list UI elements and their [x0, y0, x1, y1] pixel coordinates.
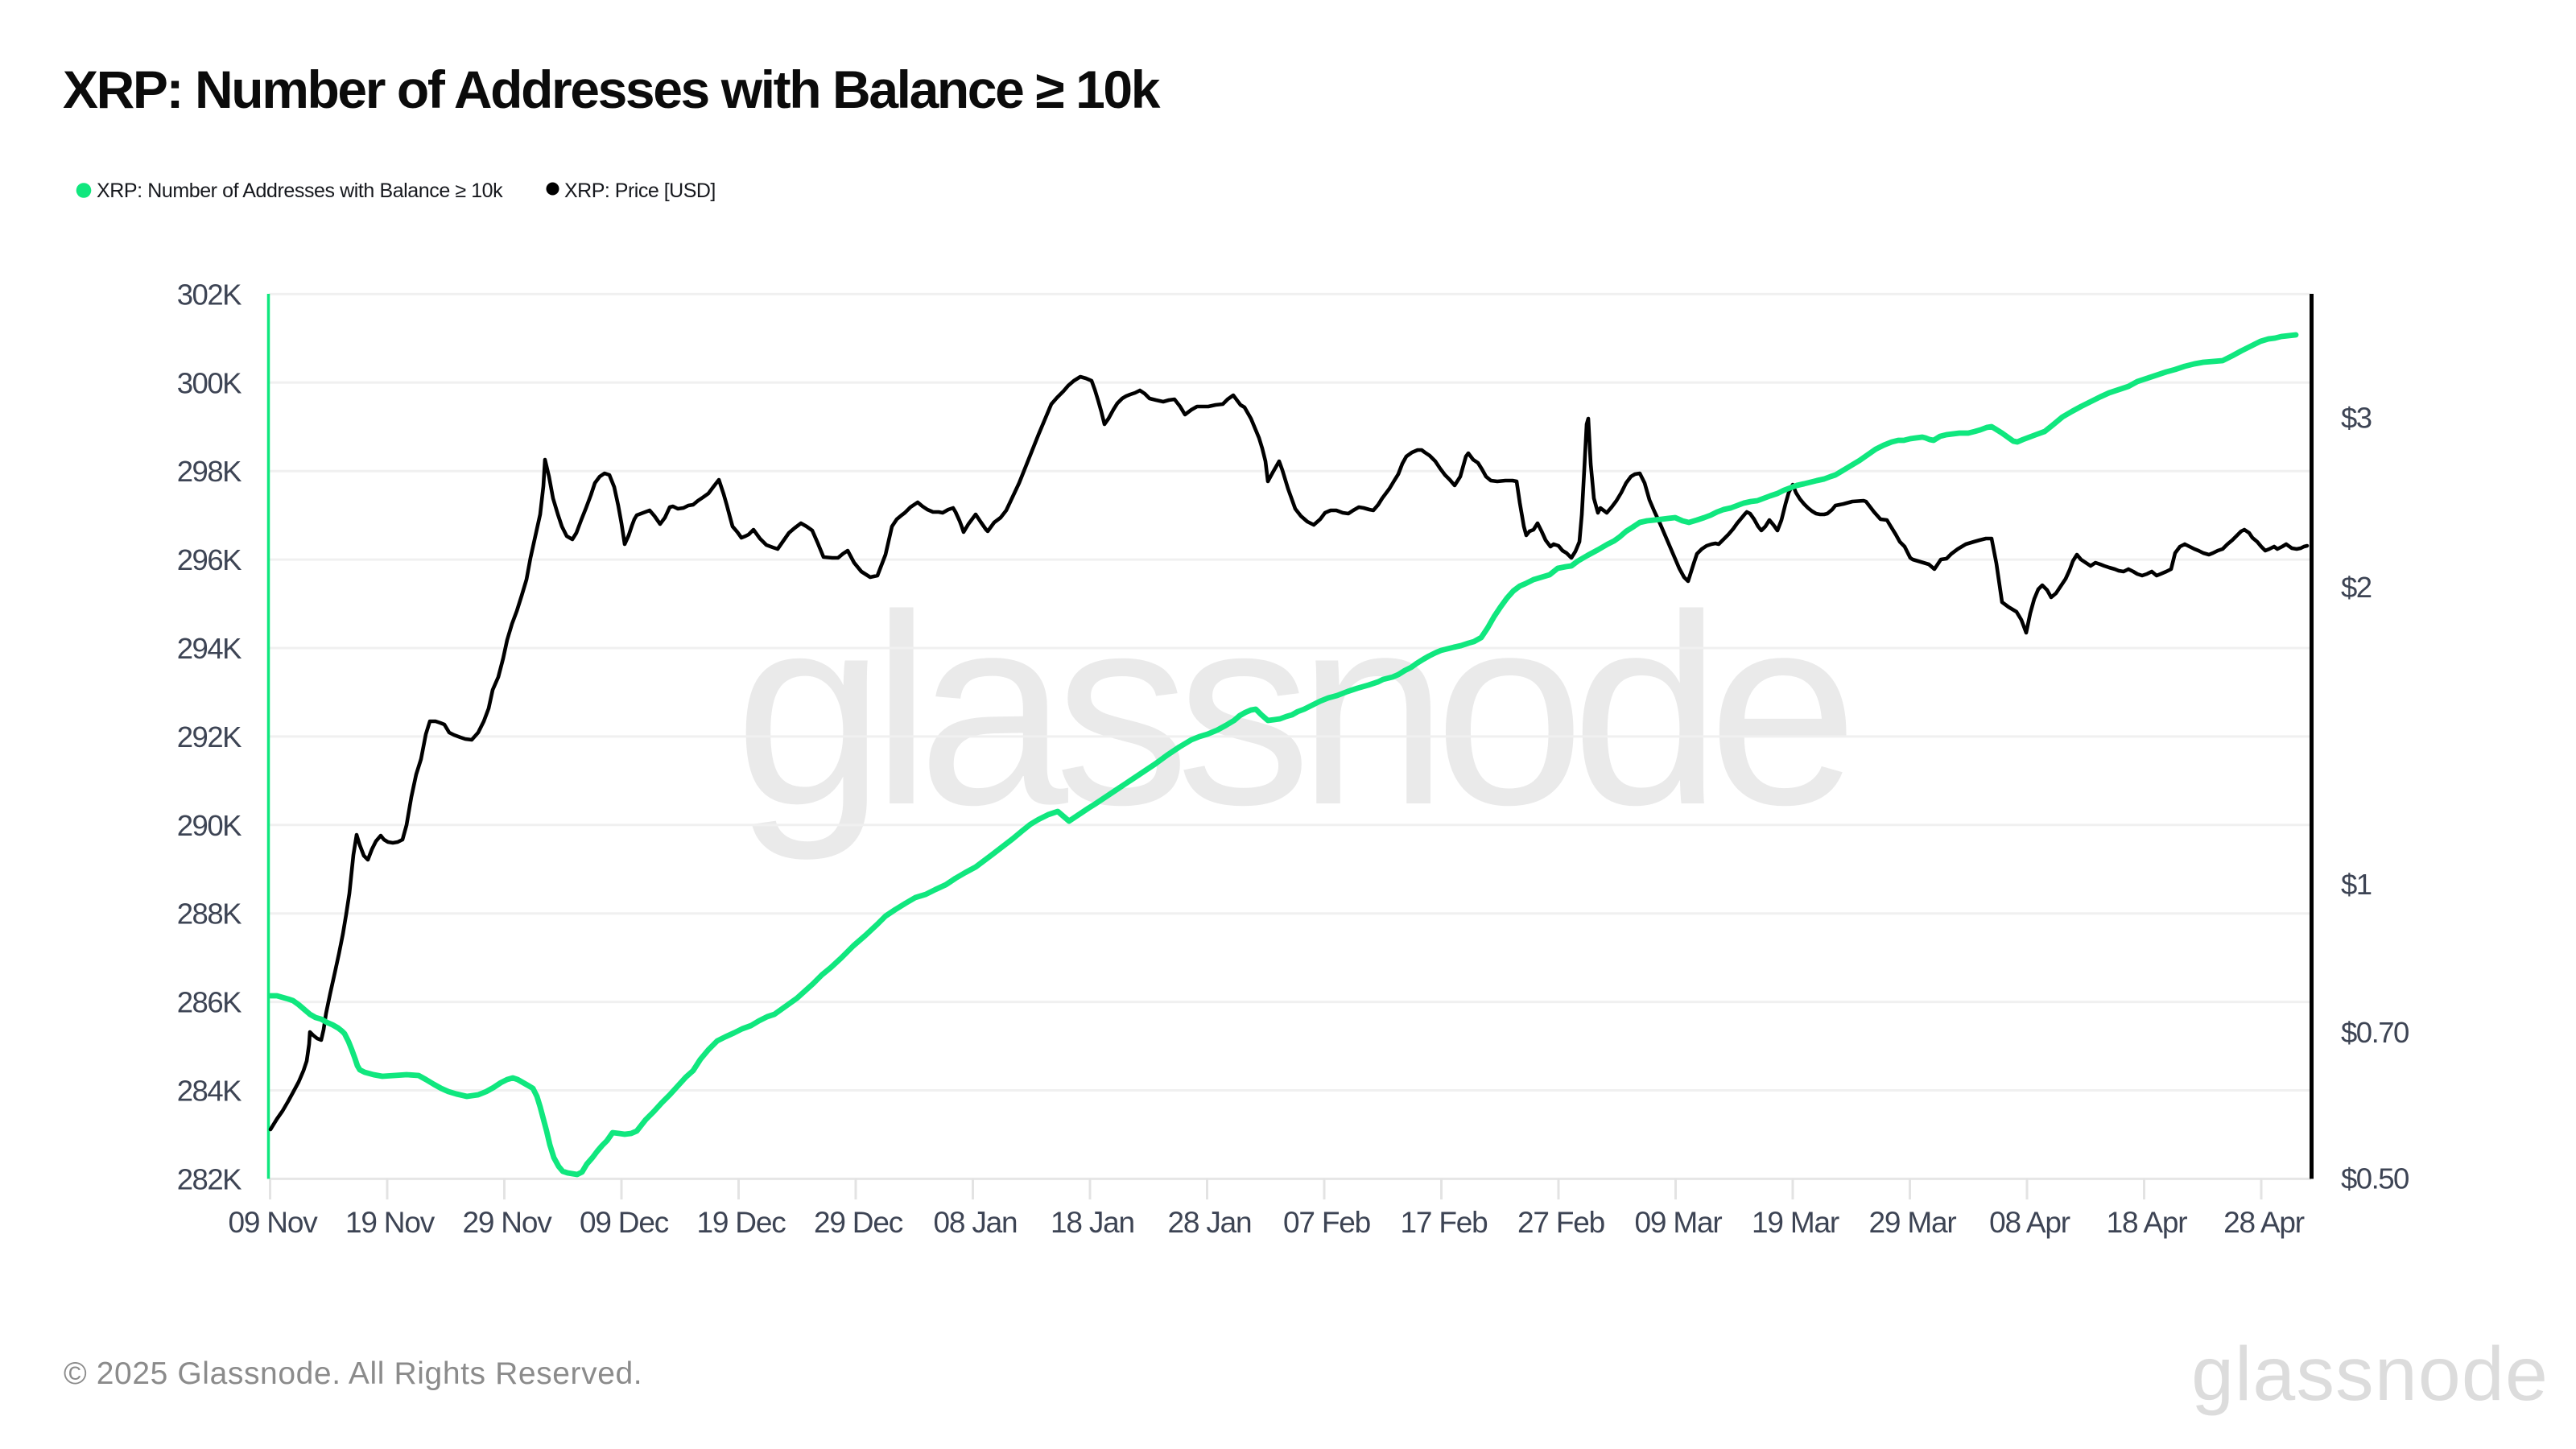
svg-text:298K: 298K	[177, 455, 242, 488]
svg-text:XRP: Price [USD]: XRP: Price [USD]	[564, 180, 716, 202]
svg-text:28 Apr: 28 Apr	[2223, 1206, 2305, 1239]
svg-text:$1: $1	[2341, 868, 2372, 901]
svg-text:09 Nov: 09 Nov	[228, 1206, 318, 1239]
svg-text:18 Jan: 18 Jan	[1051, 1206, 1134, 1239]
svg-text:glassnode: glassnode	[2191, 1331, 2549, 1417]
svg-text:© 2025 Glassnode. All Rights R: © 2025 Glassnode. All Rights Reserved.	[64, 1356, 642, 1391]
svg-text:27 Feb: 27 Feb	[1517, 1206, 1605, 1239]
svg-text:286K: 286K	[177, 986, 242, 1019]
svg-text:282K: 282K	[177, 1162, 242, 1195]
svg-text:glassnode: glassnode	[735, 559, 1847, 863]
svg-text:29 Dec: 29 Dec	[814, 1206, 903, 1239]
svg-text:296K: 296K	[177, 543, 242, 576]
svg-text:17 Feb: 17 Feb	[1401, 1206, 1488, 1239]
svg-text:19 Dec: 19 Dec	[696, 1206, 786, 1239]
svg-text:19 Mar: 19 Mar	[1752, 1206, 1839, 1239]
svg-text:29 Mar: 29 Mar	[1869, 1206, 1957, 1239]
svg-text:XRP: Number of Addresses with: XRP: Number of Addresses with Balance ≥ …	[97, 180, 503, 202]
svg-text:292K: 292K	[177, 720, 242, 753]
svg-text:284K: 284K	[177, 1075, 242, 1108]
svg-text:19 Nov: 19 Nov	[345, 1206, 436, 1239]
svg-text:29 Nov: 29 Nov	[462, 1206, 552, 1239]
svg-text:300K: 300K	[177, 366, 242, 399]
svg-text:288K: 288K	[177, 898, 242, 931]
svg-text:290K: 290K	[177, 809, 242, 842]
svg-text:$0.50: $0.50	[2341, 1162, 2409, 1195]
svg-text:$0.70: $0.70	[2341, 1016, 2409, 1049]
svg-text:$3: $3	[2341, 401, 2372, 434]
svg-text:08 Jan: 08 Jan	[934, 1206, 1018, 1239]
svg-text:18 Apr: 18 Apr	[2107, 1206, 2188, 1239]
svg-text:XRP: Number of Addresses with: XRP: Number of Addresses with Balance ≥ …	[63, 60, 1161, 119]
svg-text:302K: 302K	[177, 278, 242, 311]
svg-text:07 Feb: 07 Feb	[1283, 1206, 1371, 1239]
svg-text:294K: 294K	[177, 632, 242, 665]
svg-text:09 Dec: 09 Dec	[580, 1206, 669, 1239]
svg-text:28 Jan: 28 Jan	[1168, 1206, 1252, 1239]
svg-text:09 Mar: 09 Mar	[1635, 1206, 1723, 1239]
svg-text:08 Apr: 08 Apr	[1989, 1206, 2070, 1239]
svg-text:$2: $2	[2341, 571, 2372, 604]
